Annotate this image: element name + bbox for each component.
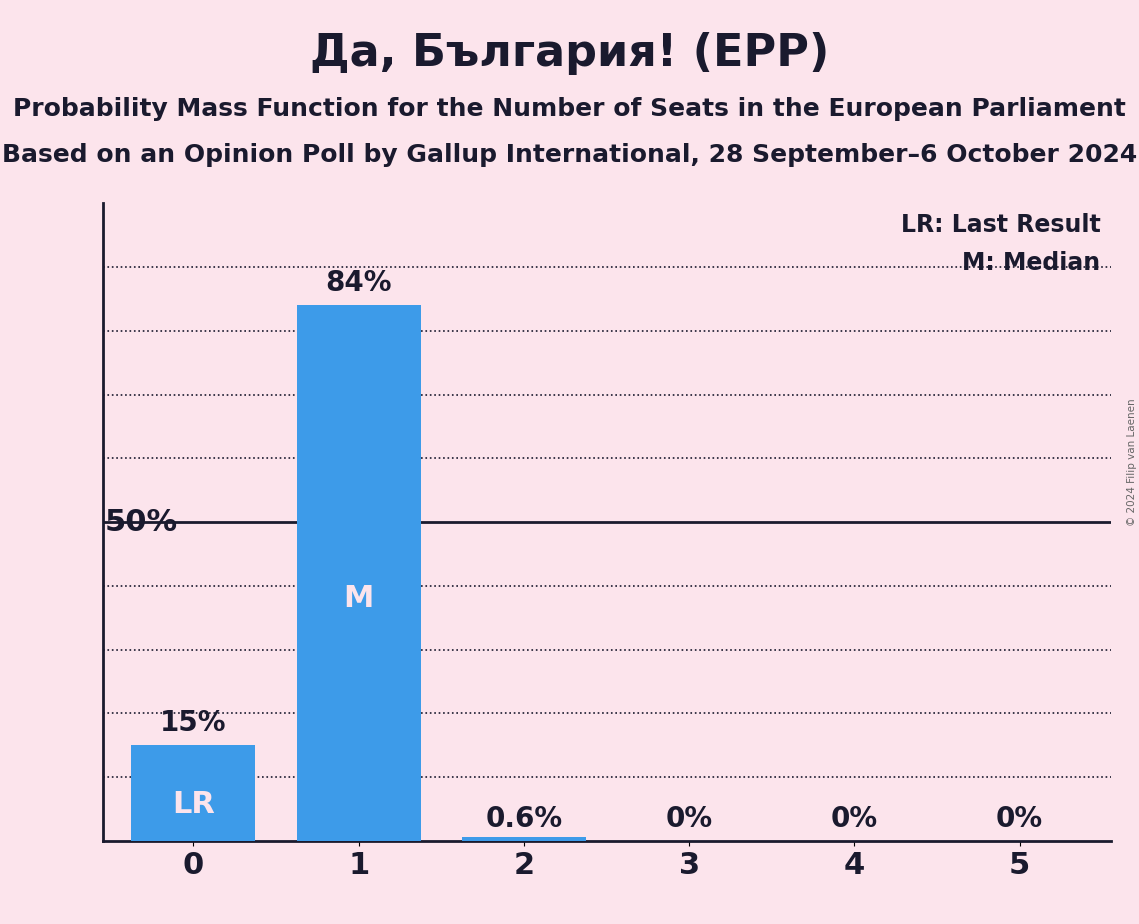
Text: Да, България! (EPP): Да, България! (EPP) [310, 32, 829, 76]
Text: 0%: 0% [665, 805, 713, 833]
Text: 50%: 50% [104, 507, 178, 537]
Text: Based on an Opinion Poll by Gallup International, 28 September–6 October 2024: Based on an Opinion Poll by Gallup Inter… [2, 143, 1137, 167]
Text: Probability Mass Function for the Number of Seats in the European Parliament: Probability Mass Function for the Number… [13, 97, 1126, 121]
Text: 0%: 0% [997, 805, 1043, 833]
Text: 84%: 84% [326, 269, 392, 297]
Bar [296, 305, 420, 841]
Text: LR: LR [172, 790, 215, 819]
Text: 0.6%: 0.6% [485, 805, 563, 833]
Text: M: Median: M: Median [962, 251, 1100, 275]
Bar [131, 745, 255, 841]
Bar [462, 837, 585, 841]
Text: © 2024 Filip van Laenen: © 2024 Filip van Laenen [1126, 398, 1137, 526]
Text: M: M [344, 584, 374, 613]
Text: 0%: 0% [830, 805, 878, 833]
Text: 15%: 15% [161, 709, 227, 737]
Text: LR: Last Result: LR: Last Result [901, 213, 1100, 237]
